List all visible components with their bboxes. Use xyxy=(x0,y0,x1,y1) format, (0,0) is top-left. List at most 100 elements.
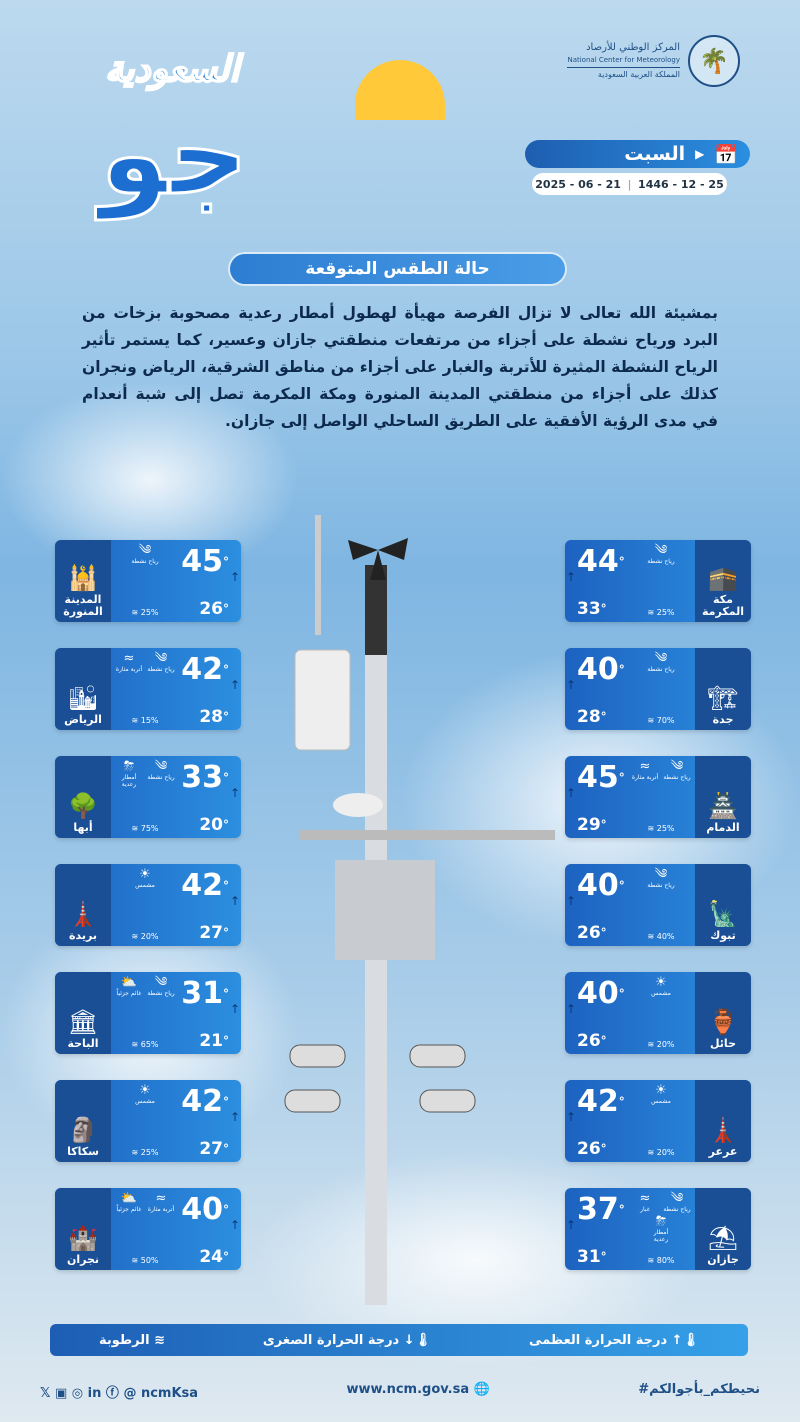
humidity-value: 25% xyxy=(140,1148,159,1157)
thermometer-up-icon: ↑ xyxy=(229,1218,240,1232)
conditions-area: ☀ مشمس ≋ 20% xyxy=(114,868,176,942)
city-card: 🗽 تبوك ↑ 40° 26° ༄ رياح نشطة ≋ 40% xyxy=(565,864,751,946)
min-temp: 27° xyxy=(199,1139,229,1159)
conditions-area: ༄ رياح نشطة ≈ أتربة مثارة ≋ 25% xyxy=(630,760,692,834)
condition: ⛅ غائم جزئياً xyxy=(114,976,144,998)
humidity-value: 50% xyxy=(140,1256,159,1265)
org-name-ar: المركز الوطني للأرصاد xyxy=(586,42,680,53)
thermometer-up-icon: ↑ xyxy=(566,1110,577,1124)
city-image: 🌳 أبها xyxy=(55,756,111,838)
landmark-icon: 🗿 xyxy=(68,1116,98,1144)
max-temp-value: 45 xyxy=(181,544,223,579)
wind-icon: ༄ xyxy=(154,975,168,990)
website[interactable]: www.ncm.gov.sa xyxy=(346,1382,470,1397)
condition-label: غبار xyxy=(640,1206,650,1213)
city-name: الدمام xyxy=(706,821,740,834)
condition: ☀ مشمس xyxy=(646,975,676,998)
city-card: 🗿 سكاكا ↑ 42° 27° ☀ مشمس ≋ 25% xyxy=(55,1080,241,1162)
legend-max: 🌡↑ درجة الحرارة العظمى xyxy=(529,1333,699,1348)
city-image: 🗼 بريدة xyxy=(55,864,111,946)
max-temp: 42° xyxy=(577,1084,625,1119)
max-temp: 42° xyxy=(181,868,229,903)
city-image: 🏰 نجران xyxy=(55,1188,111,1270)
max-temp-value: 40 xyxy=(181,1192,223,1227)
condition-label: غائم جزئياً xyxy=(116,990,142,997)
conditions: ༄ رياح نشطة ≈ أتربة مثارة xyxy=(630,760,692,782)
day-label: السبت xyxy=(624,143,686,165)
conditions: ☀ مشمس xyxy=(630,1084,692,1106)
conditions-area: ༄ رياح نشطة ⛅ غائم جزئياً ≋ 65% xyxy=(114,976,176,1050)
condition-label: أتربة مثارة xyxy=(115,666,143,673)
humidity-value: 25% xyxy=(656,608,675,617)
wind-icon: ༄ xyxy=(138,543,152,558)
humidity-value: 20% xyxy=(656,1148,675,1157)
legend-max-label: درجة الحرارة العظمى xyxy=(529,1332,668,1348)
humidity-value: 65% xyxy=(140,1040,159,1049)
humidity: ≋ 40% xyxy=(647,932,675,941)
conditions-area: ☀ مشمس ≋ 20% xyxy=(630,976,692,1050)
card-body: ↑ 37° 31° ༄ رياح نشطة ≈ غبار ⛈ أمطار رعدية ≋ … xyxy=(565,1188,695,1270)
social-handle[interactable]: 𝕏 ▣ ◎ in ⓕ @ ncmKsa xyxy=(40,1386,199,1401)
humidity: ≋ 80% xyxy=(647,1256,675,1265)
city-name: أبها xyxy=(73,821,93,834)
jaw-logo: السعودية جو xyxy=(85,20,445,235)
humidity: ≋ 20% xyxy=(131,932,159,941)
max-temp-value: 40 xyxy=(577,652,619,687)
conditions-area: ༄ رياح نشطة ≋ 25% xyxy=(114,544,176,618)
thunderstorm-icon: ⛈ xyxy=(123,759,135,774)
condition-label: رياح نشطة xyxy=(647,882,675,889)
condition: ༄ رياح نشطة xyxy=(646,652,676,674)
min-temp-value: 20 xyxy=(199,815,223,835)
city-image: 🕋 مكة المكرمة xyxy=(695,540,751,622)
wind-icon: ༄ xyxy=(654,867,668,882)
humidity: ≋ 20% xyxy=(647,1148,675,1157)
city-name: المدينة المنورة xyxy=(63,593,103,618)
landmark-icon: 🕋 xyxy=(708,564,738,592)
min-temp: 24° xyxy=(199,1247,229,1267)
city-image: ⛱ جازان xyxy=(695,1188,751,1270)
partly-cloudy-icon: ⛅ xyxy=(120,1191,138,1206)
dust-icon: ≈ xyxy=(123,651,135,666)
wind-icon: ༄ xyxy=(154,651,168,666)
conditions: ༄ رياح نشطة ⛅ غائم جزئياً xyxy=(114,975,176,998)
condition-label: رياح نشطة xyxy=(131,558,159,565)
conditions-area: ༄ رياح نشطة ≈ أتربة مثارة ≋ 15% xyxy=(114,652,176,726)
min-temp: 26° xyxy=(199,599,229,619)
max-temp-value: 40 xyxy=(577,976,619,1011)
conditions: ༄ رياح نشطة ≈ غبار ⛈ أمطار رعدية xyxy=(630,1192,692,1244)
condition-label: غائم جزئياً xyxy=(116,1206,142,1213)
city-name: نجران xyxy=(66,1253,100,1266)
handle[interactable]: ncmKsa xyxy=(140,1386,199,1401)
condition-label: رياح نشطة xyxy=(647,666,675,673)
max-temp-value: 42 xyxy=(181,652,223,687)
conditions-area: ☀ مشمس ≋ 25% xyxy=(114,1084,176,1158)
card-body: ↑ 40° 24° ≈ أتربة مثارة ⛅ غائم جزئياً ≋ 50% xyxy=(111,1188,241,1270)
website-link[interactable]: www.ncm.gov.sa 🌐 xyxy=(346,1382,490,1397)
condition-label: رياح نشطة xyxy=(147,666,175,673)
humidity: ≋ 25% xyxy=(131,1148,159,1157)
max-temp: 33° xyxy=(181,760,229,795)
card-body: ↑ 44° 33° ༄ رياح نشطة ≋ 25% xyxy=(565,540,695,622)
humidity-value: 25% xyxy=(140,608,159,617)
dust-icon: ≈ xyxy=(155,1191,167,1206)
card-body: ↑ 40° 26° ༄ رياح نشطة ≋ 40% xyxy=(565,864,695,946)
min-temp-value: 24 xyxy=(199,1247,223,1267)
min-temp-value: 28 xyxy=(199,707,223,727)
card-body: ↑ 40° 26° ☀ مشمس ≋ 20% xyxy=(565,972,695,1054)
min-temp-value: 26 xyxy=(577,1139,601,1159)
landmark-icon: 🏺 xyxy=(708,1008,738,1036)
thermometer-up-icon: ↑ xyxy=(566,1218,577,1232)
condition: ⛅ غائم جزئياً xyxy=(114,1191,144,1214)
condition-label: مشمس xyxy=(135,1098,155,1105)
conditions-area: ༄ رياح نشطة ≋ 70% xyxy=(630,652,692,726)
sun-icon: ☀ xyxy=(655,975,667,990)
max-temp: 42° xyxy=(181,652,229,687)
wind-icon: ༄ xyxy=(654,543,668,558)
humidity-value: 20% xyxy=(656,1040,675,1049)
conditions: ༄ رياح نشطة ≈ أتربة مثارة xyxy=(114,651,176,674)
org-name-en: National Center for Meteorology xyxy=(567,54,680,68)
city-name: جدة xyxy=(712,713,734,726)
conditions-area: ༄ رياح نشطة ⛈ أمطار رعدية ≋ 75% xyxy=(114,760,176,834)
city-name: سكاكا xyxy=(67,1145,99,1158)
logo-sub: السعودية xyxy=(104,48,240,91)
